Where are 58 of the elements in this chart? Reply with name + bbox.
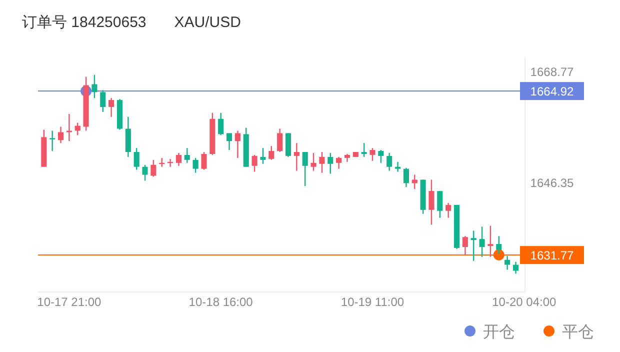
candlestick <box>361 142 367 158</box>
candlestick <box>446 202 452 218</box>
candlestick <box>176 152 182 166</box>
candlestick <box>277 128 283 153</box>
candlestick <box>462 235 468 256</box>
candlestick <box>218 112 224 136</box>
candlestick <box>108 97 114 118</box>
candlestick <box>92 74 98 99</box>
candlestick <box>192 157 198 174</box>
candlestick <box>294 142 300 172</box>
candlestick <box>319 151 325 174</box>
candlestick <box>428 179 434 226</box>
candlestick <box>412 174 418 190</box>
candlestick <box>226 132 232 151</box>
y-tick-label: 1646.35 <box>530 176 574 190</box>
candlestick <box>479 226 485 258</box>
candlestick <box>134 147 140 170</box>
candlestick <box>184 147 190 164</box>
candlestick <box>336 156 342 170</box>
candlestick <box>285 132 292 158</box>
candlestick <box>496 235 502 255</box>
candlestick <box>234 130 240 159</box>
x-tick-label: 10-19 11:00 <box>340 295 404 309</box>
ref-line-label: 1631.77 <box>530 248 574 263</box>
x-tick-label: 10-18 16:00 <box>188 295 254 309</box>
candlestick <box>74 122 80 136</box>
candlestick <box>378 149 384 164</box>
x-tick-label: 10-17 21:00 <box>37 295 102 309</box>
candlestick <box>125 116 131 158</box>
candlestick <box>58 126 64 144</box>
candlestick <box>394 161 401 172</box>
legend-label: 开仓 <box>483 324 515 341</box>
candlestick <box>302 151 308 187</box>
candlestick <box>504 255 510 270</box>
candlestick <box>50 130 56 152</box>
candlestick <box>268 145 274 161</box>
candlestick <box>437 190 443 218</box>
candlestick <box>252 154 258 172</box>
chart-subtitle: XAU/USD <box>174 14 242 31</box>
chart-title: 订单号 184250653 <box>22 14 146 31</box>
candlestick <box>310 152 316 172</box>
candlestick <box>328 152 334 174</box>
candlestick <box>66 113 72 142</box>
candlestick <box>512 261 519 274</box>
x-tick-label: 10-20 04:00 <box>492 295 557 309</box>
candlestick <box>386 152 392 172</box>
candlestick <box>403 167 409 188</box>
y-tick-label: 1668.77 <box>530 64 574 79</box>
ref-line-label: 1664.92 <box>530 84 574 99</box>
candlestick <box>150 159 156 178</box>
legend-label: 平仓 <box>562 324 594 341</box>
candlestick <box>488 225 494 258</box>
candlestick <box>142 164 148 182</box>
candlestick <box>201 151 207 170</box>
candlestick <box>100 90 106 113</box>
candlestick <box>370 147 376 162</box>
candlestick <box>470 230 476 262</box>
candlestick <box>260 147 266 164</box>
